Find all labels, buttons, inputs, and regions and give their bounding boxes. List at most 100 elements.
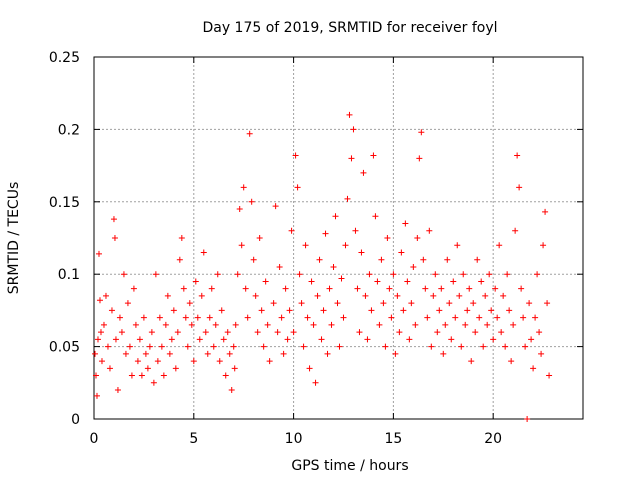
data-point — [492, 285, 499, 292]
data-point — [336, 343, 343, 350]
data-point — [464, 307, 471, 314]
data-point — [506, 307, 513, 314]
chart-title: Day 175 of 2019, SRMTID for receiver foy… — [202, 20, 497, 36]
data-point — [446, 300, 453, 307]
data-point — [270, 300, 277, 307]
data-point — [162, 321, 169, 328]
data-point — [172, 365, 179, 372]
data-point — [476, 314, 483, 321]
data-point — [466, 285, 473, 292]
data-point — [244, 314, 251, 321]
data-point — [508, 358, 515, 365]
data-point — [304, 314, 311, 321]
data-point — [282, 285, 289, 292]
data-point — [158, 343, 165, 350]
data-point — [292, 152, 299, 159]
y-tick-label: 0.25 — [49, 50, 80, 66]
data-point — [262, 278, 269, 285]
data-point — [428, 343, 435, 350]
data-point — [91, 350, 98, 357]
data-point — [222, 372, 229, 379]
data-point — [224, 329, 231, 336]
data-point — [100, 321, 107, 328]
data-point — [368, 307, 375, 314]
plot-frame — [93, 56, 584, 420]
data-point — [128, 372, 135, 379]
data-point — [370, 152, 377, 159]
data-point — [130, 285, 137, 292]
data-point — [496, 242, 503, 249]
data-point — [146, 343, 153, 350]
data-point — [166, 350, 173, 357]
data-point — [294, 184, 301, 191]
data-point — [194, 314, 201, 321]
data-point — [170, 307, 177, 314]
data-point — [118, 329, 125, 336]
data-point — [212, 321, 219, 328]
data-point — [274, 329, 281, 336]
data-point — [168, 336, 175, 343]
data-point — [502, 343, 509, 350]
data-point — [182, 314, 189, 321]
y-axis-label: SRMTID / TECUs — [6, 182, 22, 295]
data-point — [526, 300, 533, 307]
data-point — [298, 300, 305, 307]
y-tick-label: 0.2 — [58, 122, 80, 138]
data-point — [136, 336, 143, 343]
data-point — [308, 278, 315, 285]
data-point — [112, 336, 119, 343]
data-point — [232, 321, 239, 328]
data-point — [352, 227, 359, 234]
data-point — [314, 292, 321, 299]
data-point — [94, 336, 101, 343]
data-point — [152, 271, 159, 278]
data-point — [280, 350, 287, 357]
data-point — [494, 314, 501, 321]
axis-ticks: 0 0.05 0.1 0.15 0.2 0.25 0 5 10 15 20 — [49, 50, 583, 447]
data-point — [246, 130, 253, 137]
data-point — [340, 314, 347, 321]
x-axis-label: GPS time / hours — [291, 458, 408, 474]
data-point — [418, 129, 425, 136]
y-tick-label: 0.1 — [58, 267, 80, 283]
data-point — [488, 307, 495, 314]
data-point — [482, 292, 489, 299]
data-point — [384, 235, 391, 241]
data-point — [160, 372, 167, 379]
data-point — [462, 321, 469, 328]
data-point — [388, 314, 395, 321]
data-point — [358, 249, 365, 256]
data-point — [218, 307, 225, 314]
data-point — [470, 300, 477, 307]
data-point — [196, 336, 203, 343]
data-point — [342, 242, 349, 249]
data-point — [154, 358, 161, 365]
data-point — [486, 271, 493, 278]
data-point — [530, 365, 537, 372]
x-tick-label: 0 — [90, 431, 99, 447]
data-point — [97, 329, 104, 336]
data-point — [95, 250, 102, 257]
y-tick-label: 0.05 — [49, 340, 80, 356]
data-point — [288, 227, 295, 234]
data-point — [174, 329, 181, 336]
data-point — [420, 256, 427, 263]
data-point — [256, 235, 263, 241]
data-point — [436, 307, 443, 314]
data-point — [284, 336, 291, 343]
data-point — [442, 321, 449, 328]
data-point — [202, 329, 209, 336]
data-point — [322, 230, 329, 237]
data-point — [516, 184, 523, 191]
data-point — [242, 285, 249, 292]
data-point — [240, 184, 247, 191]
data-point — [264, 321, 271, 328]
data-point — [474, 256, 481, 263]
data-point — [276, 263, 283, 270]
grid — [94, 57, 583, 419]
data-point — [142, 350, 149, 357]
data-point — [374, 278, 381, 285]
data-point — [432, 271, 439, 278]
data-point — [376, 321, 383, 328]
data-point — [254, 329, 261, 336]
